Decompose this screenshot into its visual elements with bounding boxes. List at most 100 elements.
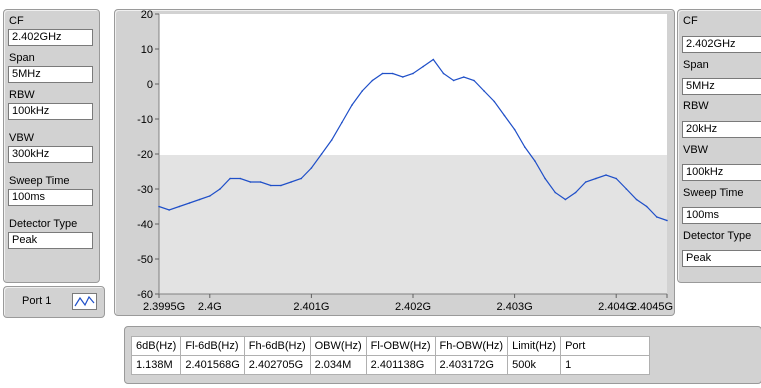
trace-point	[219, 188, 221, 190]
trace-point	[249, 181, 252, 183]
trace-point	[402, 76, 404, 78]
spectrum-graph: 20 10 0 -10 -20 -30 -40 -50 -60 2.3995G 2.4G 2.401…	[114, 9, 675, 316]
rbw-label: RBW	[9, 89, 35, 101]
cell-fl-6db: 2.401568G	[180, 355, 245, 375]
trace-point	[259, 181, 262, 183]
trace-point	[280, 184, 282, 187]
cf-label: CF	[683, 15, 698, 27]
table-row: 1.138M 2.401568G 2.402705G 2.034M 2.4011…	[130, 355, 651, 375]
cf-field[interactable]: 2.402GHz	[8, 29, 93, 46]
trace-point	[615, 177, 617, 180]
header-fl-obw: Fl-OBW(Hz)	[365, 336, 436, 356]
trace-point	[442, 72, 445, 75]
cell-fh-obw: 2.403172G	[434, 355, 509, 375]
results-table: 6dB(Hz) Fl-6dB(Hz) Fh-6dB(Hz) OBW(Hz) Fl…	[130, 336, 651, 375]
trace-point	[605, 174, 607, 176]
trace-point	[564, 198, 567, 201]
detector-type-label: Detector Type	[9, 218, 78, 230]
span-field[interactable]: 5MHz	[682, 78, 761, 95]
y-tick-label: -10	[137, 114, 153, 126]
header-fh-6db: Fh-6dB(Hz)	[243, 336, 311, 356]
trace-point	[584, 181, 587, 183]
sweep-time-field[interactable]: 100ms	[8, 189, 93, 206]
trace-point	[483, 90, 485, 92]
vbw-label: VBW	[9, 132, 35, 144]
x-tick-label: 2.403G	[497, 301, 533, 313]
trace-point	[503, 114, 506, 117]
rbw-field[interactable]: 100kHz	[8, 103, 93, 120]
y-tick-label: -50	[137, 254, 153, 266]
results-table-panel: 6dB(Hz) Fl-6dB(Hz) Fh-6dB(Hz) OBW(Hz) Fl…	[124, 326, 761, 384]
trace-point	[290, 181, 292, 183]
left-settings-panel: CF 2.402GHz Span 5MHz RBW 100kHz VBW 300…	[3, 9, 100, 283]
trace-point	[300, 177, 303, 180]
y-tick-label: -30	[137, 184, 153, 196]
cell-port: 1	[560, 355, 651, 375]
x-tick-label: 2.4045G	[631, 301, 673, 313]
y-tick-label: -20	[137, 149, 153, 161]
trace-point	[198, 198, 201, 201]
trace-point	[656, 216, 658, 218]
trace-point	[666, 219, 668, 222]
trace-point	[554, 191, 557, 194]
header-obw: OBW(Hz)	[309, 336, 367, 356]
span-label: Span	[9, 52, 35, 64]
trace-point	[412, 72, 414, 75]
trace-point	[269, 184, 272, 187]
trace-point	[645, 205, 648, 208]
trace-point	[635, 198, 638, 201]
header-6db: 6dB(Hz)	[130, 336, 182, 356]
header-fl-6db: Fl-6dB(Hz)	[180, 336, 245, 356]
rbw-label: RBW	[683, 100, 709, 112]
trace-point	[544, 177, 546, 180]
port-legend: Port 1	[3, 286, 105, 318]
trace-point	[320, 153, 323, 155]
header-limit: Limit(Hz)	[507, 336, 562, 356]
cell-fh-6db: 2.402705G	[243, 355, 311, 375]
cf-field[interactable]: 2.402GHz	[682, 36, 761, 53]
trace-point	[534, 160, 536, 162]
trace-point	[463, 76, 465, 78]
vbw-field[interactable]: 100kHz	[682, 164, 761, 181]
trace-point	[158, 205, 160, 208]
trace-point	[432, 58, 435, 61]
sweep-time-label: Sweep Time	[683, 187, 744, 199]
x-tick-label: 2.402G	[395, 301, 431, 313]
y-tick-label: 10	[141, 44, 153, 56]
vbw-field[interactable]: 300kHz	[8, 146, 93, 163]
vbw-label: VBW	[683, 144, 709, 156]
trace-point	[330, 139, 333, 141]
trace-point	[493, 100, 496, 103]
trace-point	[188, 202, 191, 204]
port-label: Port 1	[22, 295, 52, 307]
detector-type-field[interactable]: Peak	[682, 250, 761, 267]
trace-style-icon[interactable]	[72, 293, 97, 310]
trace-point	[523, 146, 526, 148]
y-tick-label: 0	[147, 79, 153, 91]
trace-point	[381, 72, 384, 75]
table-header-row: 6dB(Hz) Fl-6dB(Hz) Fh-6dB(Hz) OBW(Hz) Fl…	[130, 336, 651, 356]
cf-label: CF	[9, 15, 24, 27]
trace-point	[351, 104, 353, 106]
trace-point	[473, 79, 475, 82]
trace-point	[361, 90, 363, 92]
sweep-time-label: Sweep Time	[9, 175, 70, 187]
cell-limit: 500k	[507, 355, 562, 375]
span-field[interactable]: 5MHz	[8, 66, 93, 83]
y-tick-label: 20	[141, 10, 153, 21]
cell-obw: 2.034M	[309, 355, 367, 375]
trace-point	[310, 167, 313, 169]
x-tick-label: 2.404G	[598, 301, 634, 313]
sweep-time-field[interactable]: 100ms	[682, 207, 761, 224]
cell-6db: 1.138M	[130, 355, 182, 375]
cell-fl-obw: 2.401138G	[365, 355, 436, 375]
trace-point	[391, 72, 394, 75]
trace-point	[209, 195, 211, 197]
detector-type-label: Detector Type	[683, 230, 752, 242]
x-tick-label: 2.401G	[293, 301, 329, 313]
detector-type-field[interactable]: Peak	[8, 232, 93, 249]
header-fh-obw: Fh-OBW(Hz)	[434, 336, 509, 356]
rbw-field[interactable]: 20kHz	[682, 121, 761, 138]
trace-point	[574, 191, 577, 194]
trace-point	[595, 177, 597, 180]
